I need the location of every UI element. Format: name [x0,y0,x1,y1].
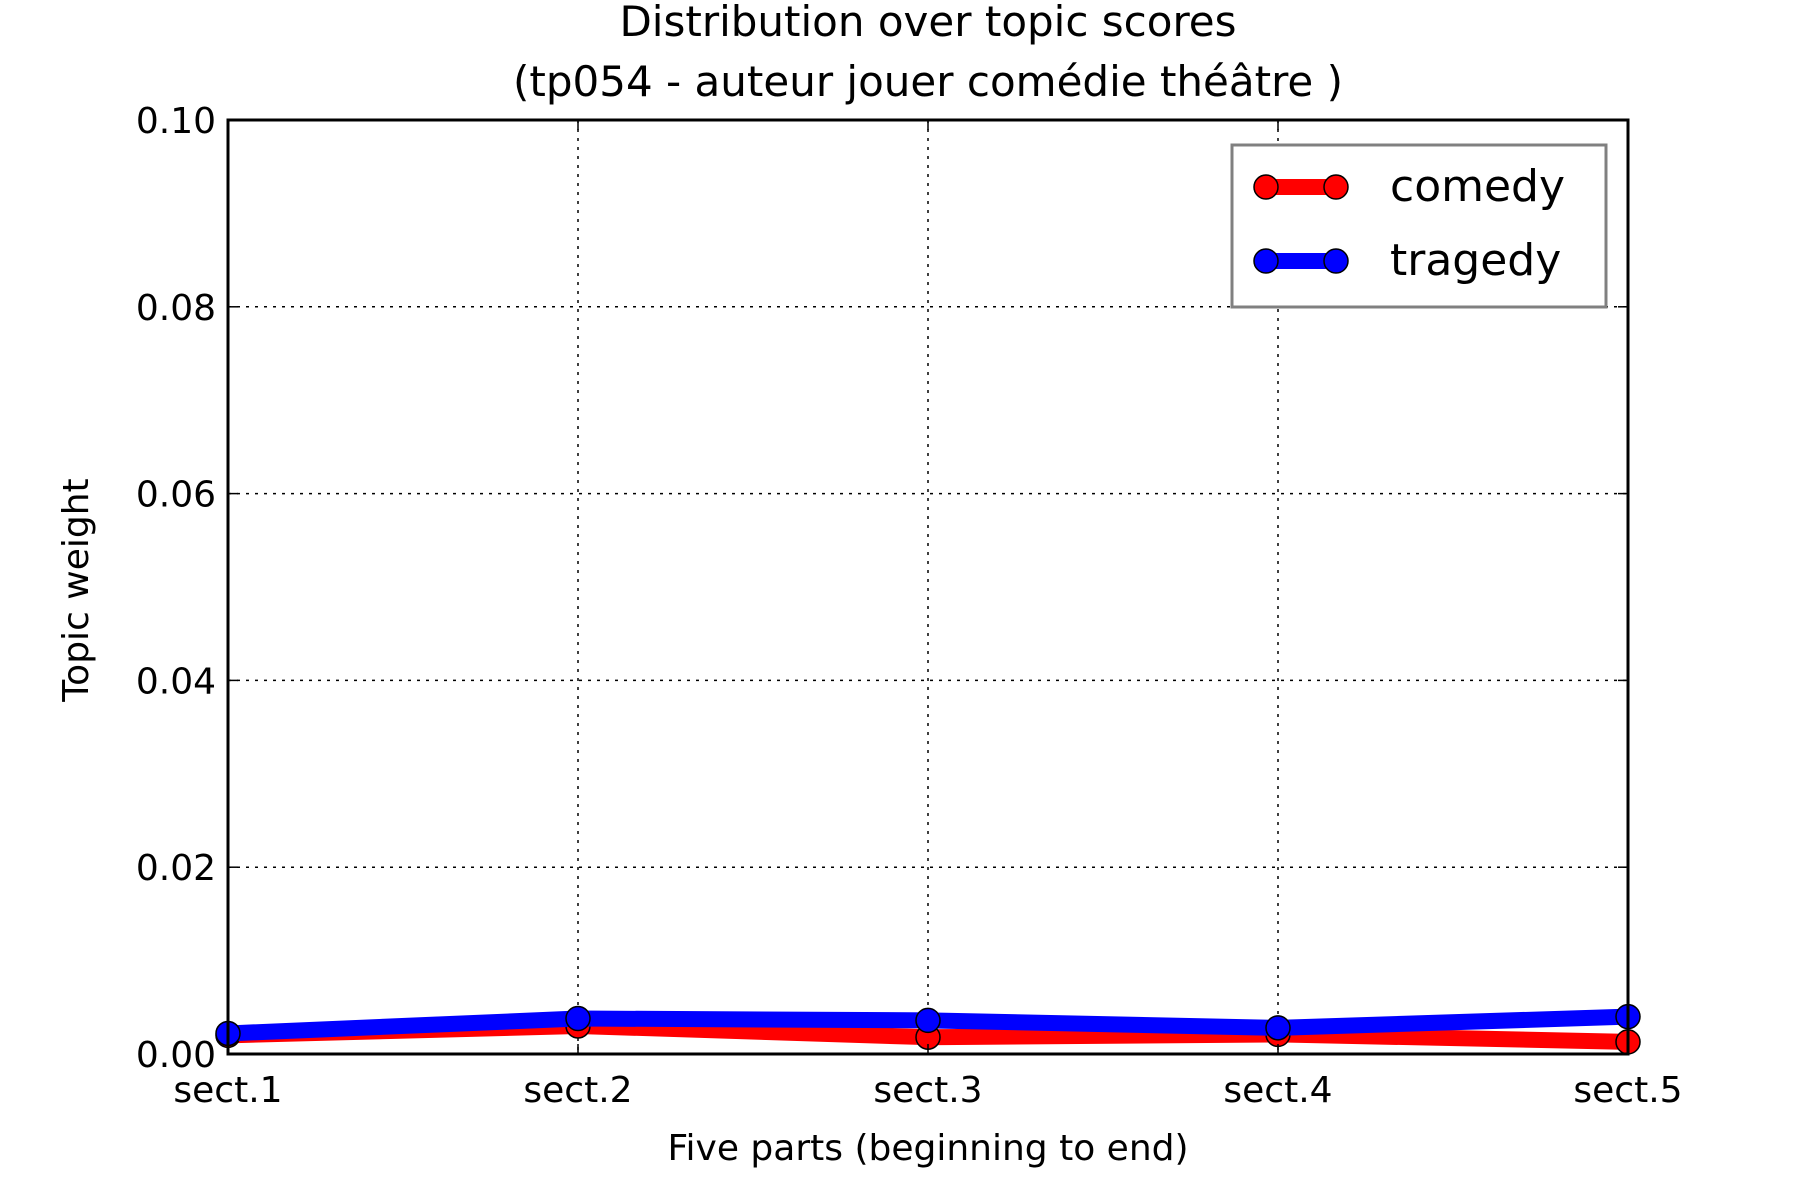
x-axis-label: Five parts (beginning to end) [667,1128,1188,1169]
legend-items: comedy tragedy [1253,161,1565,286]
series-layer [215,1003,1641,1055]
x-tick-labels: sect.1 sect.2 sect.3 sect.4 sect.5 [173,1070,1682,1111]
legend-marker [1323,248,1349,274]
x-tick-label: sect.1 [173,1070,282,1111]
y-tick-label: 0.08 [136,288,216,329]
chart-title-line-2: (tp054 - auteur jouer comédie théâtre ) [513,57,1343,106]
legend-box [1230,143,1608,309]
data-point-tragedy [1265,1015,1291,1041]
legend-item-tragedy: tragedy [1253,235,1561,286]
x-tick-label: sect.3 [873,1070,982,1111]
legend-marker [1253,248,1279,274]
legend-label-comedy: comedy [1390,161,1565,212]
y-tick-label: 0.02 [136,848,216,889]
data-point-tragedy [565,1005,591,1032]
legend-item-comedy: comedy [1253,161,1565,212]
x-tick-label: sect.4 [1223,1070,1332,1111]
y-tick-label: 0.00 [136,1035,216,1076]
chart-title-line-1: Distribution over topic scores [619,0,1236,46]
legend-marker [1253,174,1279,200]
legend-marker [1323,174,1349,200]
y-tick-labels: 0.00 0.02 0.04 0.06 0.08 0.10 [136,101,216,1076]
x-tick-label: sect.5 [1573,1070,1682,1111]
y-tick-label: 0.06 [136,475,216,516]
legend: comedy tragedy [1230,143,1608,309]
y-tick-label: 0.04 [136,661,216,702]
tick-marks [227,119,1629,1055]
y-axis-label: Topic weight [56,478,97,702]
legend-label-tragedy: tragedy [1390,235,1561,286]
y-tick-label: 0.10 [136,101,216,142]
data-point-tragedy [915,1007,941,1034]
x-tick-label: sect.2 [523,1070,632,1111]
